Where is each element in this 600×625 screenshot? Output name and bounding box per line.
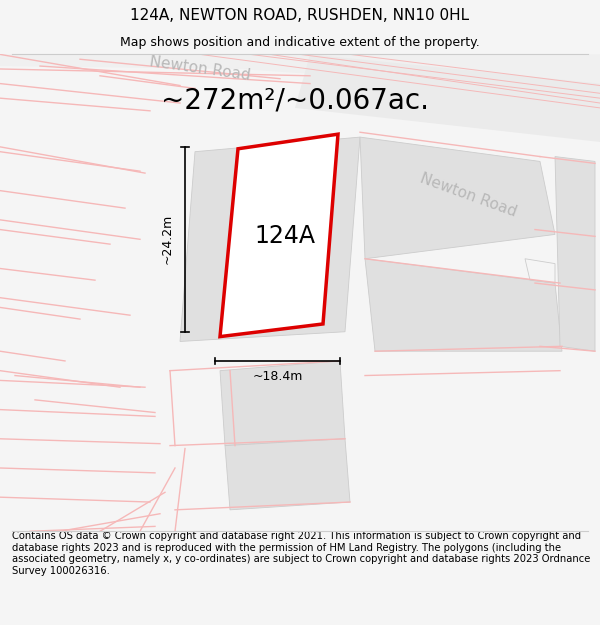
Polygon shape: [360, 137, 555, 259]
Polygon shape: [295, 54, 600, 142]
Polygon shape: [180, 137, 360, 341]
Text: Newton Road: Newton Road: [149, 54, 251, 84]
Text: ~24.2m: ~24.2m: [161, 214, 173, 264]
Text: Map shows position and indicative extent of the property.: Map shows position and indicative extent…: [120, 36, 480, 49]
Text: Newton Road: Newton Road: [418, 171, 518, 220]
Polygon shape: [525, 259, 555, 283]
Text: ~272m²/~0.067ac.: ~272m²/~0.067ac.: [161, 86, 429, 114]
Polygon shape: [220, 134, 338, 337]
Text: Contains OS data © Crown copyright and database right 2021. This information is : Contains OS data © Crown copyright and d…: [12, 531, 590, 576]
Polygon shape: [555, 156, 595, 351]
Text: ~18.4m: ~18.4m: [253, 370, 302, 383]
Text: 124A: 124A: [254, 224, 315, 248]
Text: 124A, NEWTON ROAD, RUSHDEN, NN10 0HL: 124A, NEWTON ROAD, RUSHDEN, NN10 0HL: [130, 8, 470, 22]
Polygon shape: [0, 54, 600, 84]
Polygon shape: [225, 439, 350, 510]
Polygon shape: [365, 259, 562, 351]
Polygon shape: [220, 361, 345, 446]
